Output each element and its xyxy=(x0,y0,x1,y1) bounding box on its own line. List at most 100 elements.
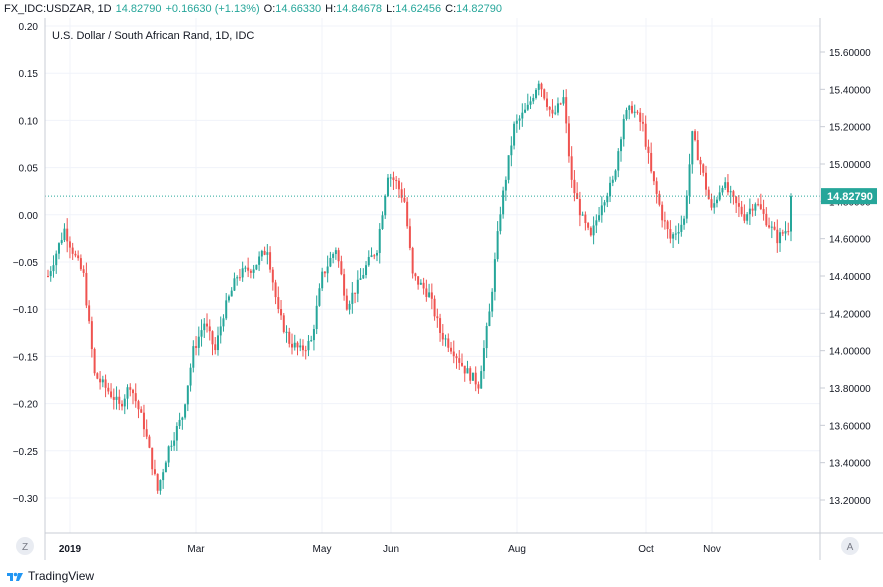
footer: TradingView xyxy=(0,564,200,587)
candle-body xyxy=(321,271,324,289)
candle-body xyxy=(735,196,738,204)
candle-body xyxy=(285,331,288,333)
candle-body xyxy=(411,247,414,274)
candle-body xyxy=(301,345,304,351)
candle-body xyxy=(343,274,346,296)
candle-body xyxy=(485,326,488,349)
candle-body xyxy=(312,329,315,341)
z-label: Z xyxy=(22,542,28,553)
left-axis[interactable]: 0.20 0.15 0.10 0.05 0.00 −0.05 −0.10 −0.15 −0.20… xyxy=(13,22,39,505)
candle-body xyxy=(611,179,614,183)
candle-body xyxy=(269,252,272,270)
candle-body xyxy=(282,315,285,332)
candle-body xyxy=(82,269,85,273)
candle-body xyxy=(748,208,751,215)
right-tick-label: 13.80000 xyxy=(829,384,871,395)
candle-body xyxy=(99,378,102,383)
left-tick-label: 0.00 xyxy=(19,211,39,222)
candle-body xyxy=(126,387,129,399)
a-label: A xyxy=(847,542,854,553)
candle-body xyxy=(430,292,433,299)
candle-body xyxy=(639,112,642,122)
candle-body xyxy=(351,292,354,304)
price-badge: 14.82790 xyxy=(821,188,877,205)
candle-body xyxy=(674,233,677,235)
plot-area[interactable] xyxy=(45,18,820,533)
candle-body xyxy=(422,282,425,289)
candle-body xyxy=(115,396,118,400)
symbol-interval[interactable]: FX_IDC:USDZAR, 1D xyxy=(4,3,112,15)
candle-body xyxy=(751,208,754,211)
candle-body xyxy=(271,269,274,283)
candle-body xyxy=(474,372,477,385)
candle-body xyxy=(441,332,444,340)
candle-body xyxy=(532,97,535,102)
candle-body xyxy=(263,250,266,255)
chart-title: U.S. Dollar / South African Rand, 1D, ID… xyxy=(52,30,254,42)
right-axis[interactable]: 15.6000015.4000015.2000015.0000014.80000… xyxy=(820,48,871,507)
candle-body xyxy=(173,440,176,446)
close-label: C: xyxy=(445,3,457,15)
time-axis[interactable]: 2019 Mar May Jun Aug Oct Nov xyxy=(59,544,721,555)
candle-body xyxy=(55,253,58,266)
chart-header: FX_IDC:USDZAR, 1D 14.82790 +0.16630 (+1.… xyxy=(0,0,883,18)
candle-body xyxy=(705,172,708,190)
candle-body xyxy=(562,97,565,104)
candle-body xyxy=(348,303,351,310)
candle-body xyxy=(707,189,710,200)
candle-body xyxy=(214,344,217,351)
candle-body xyxy=(227,296,230,301)
left-tick-label: 0.05 xyxy=(19,164,39,175)
candle-body xyxy=(567,123,570,157)
candle-body xyxy=(526,104,529,110)
candle-body xyxy=(52,265,55,272)
footer-brand[interactable]: TradingView xyxy=(28,568,95,583)
candle-body xyxy=(260,250,263,257)
candle-body xyxy=(729,191,732,193)
candle-body xyxy=(439,318,442,333)
auto-scale-button-left[interactable]: Z xyxy=(16,537,34,555)
candle-body xyxy=(403,197,406,202)
candle-body xyxy=(644,123,647,147)
left-tick-label: 0.15 xyxy=(19,69,39,80)
candle-body xyxy=(345,295,348,310)
left-tick-label: −0.10 xyxy=(13,305,39,316)
candle-body xyxy=(433,298,436,317)
candle-body xyxy=(663,220,666,222)
candle-body xyxy=(677,231,680,234)
candle-body xyxy=(216,335,219,351)
candle-body xyxy=(49,271,52,277)
candle-body xyxy=(389,177,392,179)
candle-body xyxy=(554,112,557,114)
price-badge-bg xyxy=(821,188,877,205)
time-tick-label: Oct xyxy=(638,544,654,555)
time-tick-label: Jun xyxy=(383,544,399,555)
candle-body xyxy=(551,109,554,114)
candle-body xyxy=(184,404,187,418)
candle-body xyxy=(329,257,332,267)
candle-body xyxy=(603,202,606,206)
right-tick-label: 14.60000 xyxy=(829,235,871,246)
candle-body xyxy=(683,218,686,225)
candle-body xyxy=(691,131,694,165)
right-tick-label: 15.60000 xyxy=(829,48,871,59)
candle-body xyxy=(781,232,784,234)
candle-body xyxy=(540,83,543,90)
candle-body xyxy=(504,179,507,191)
candle-body xyxy=(625,110,628,119)
candle-body xyxy=(200,330,203,337)
candle-body xyxy=(238,277,241,279)
candle-body xyxy=(521,112,524,119)
candle-body xyxy=(118,396,121,404)
candle-body xyxy=(131,389,134,394)
tradingview-logo-icon[interactable] xyxy=(6,570,24,582)
right-tick-label: 14.00000 xyxy=(829,347,871,358)
candle-body xyxy=(620,139,623,152)
candle-body xyxy=(296,342,299,348)
candle-body xyxy=(450,347,453,352)
candle-body xyxy=(493,259,496,292)
candle-body xyxy=(206,323,209,327)
auto-scale-button-right[interactable]: A xyxy=(841,537,859,555)
candle-body xyxy=(74,253,77,256)
